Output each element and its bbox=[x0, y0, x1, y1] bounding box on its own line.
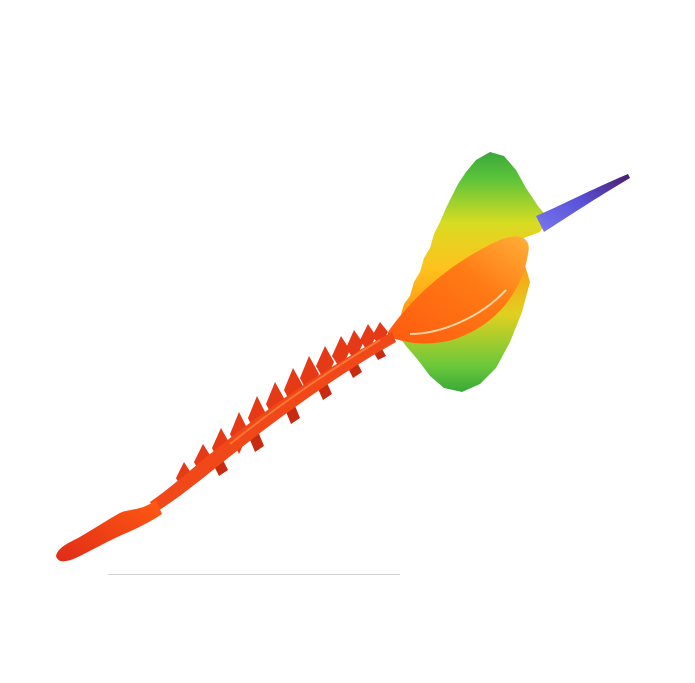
helix-core bbox=[388, 236, 529, 344]
helix-tip bbox=[536, 174, 630, 232]
baseline-rule bbox=[108, 574, 400, 575]
shaft-highlight bbox=[229, 339, 381, 445]
helix-shaft bbox=[150, 332, 396, 512]
core-highlight bbox=[409, 289, 507, 335]
helix-tail bbox=[56, 500, 162, 562]
